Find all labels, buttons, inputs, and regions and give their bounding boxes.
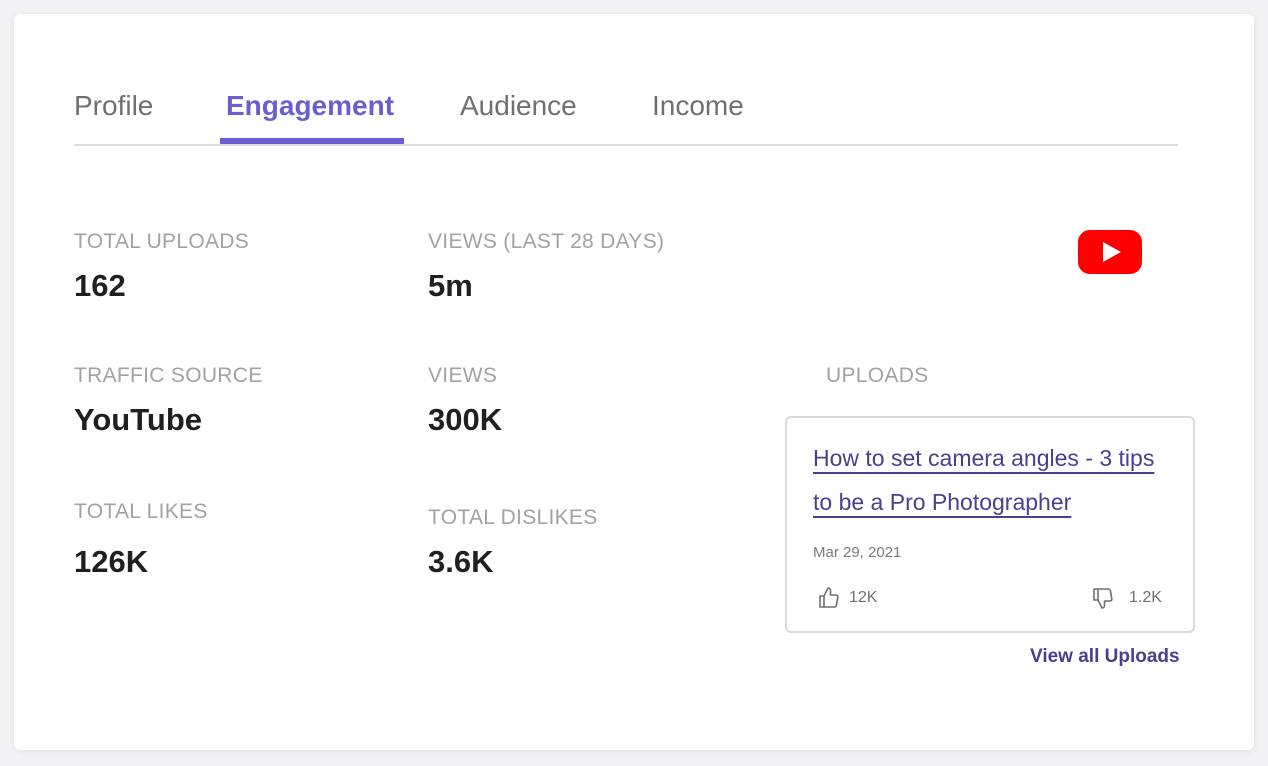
tab-audience[interactable]: Audience bbox=[460, 90, 577, 121]
traffic-source-label: TRAFFIC SOURCE bbox=[74, 364, 263, 387]
thumbs-up-icon bbox=[817, 586, 841, 610]
thumbs-down-icon bbox=[1091, 586, 1115, 610]
likes-count: 12K bbox=[849, 589, 878, 606]
upload-date: Mar 29, 2021 bbox=[813, 544, 902, 561]
total-likes-label: TOTAL LIKES bbox=[74, 500, 208, 523]
tab-profile[interactable]: Profile bbox=[74, 90, 154, 121]
tab-bar: Profile Engagement Audience Income bbox=[74, 84, 1178, 146]
youtube-logo-icon bbox=[1078, 230, 1142, 274]
views-28-days-value: 5m bbox=[428, 268, 473, 303]
upload-likes: 12K bbox=[817, 586, 877, 610]
views-value: 300K bbox=[428, 402, 503, 437]
total-likes-value: 126K bbox=[74, 544, 149, 579]
upload-item-card: How to set camera angles - 3 tips to be … bbox=[785, 416, 1195, 633]
tab-engagement[interactable]: Engagement bbox=[226, 90, 395, 121]
uploads-label: UPLOADS bbox=[826, 364, 929, 387]
engagement-card: Profile Engagement Audience Income TOTAL… bbox=[14, 14, 1254, 750]
views-28-days-label: VIEWS (LAST 28 DAYS) bbox=[428, 230, 665, 253]
total-dislikes-label: TOTAL DISLIKES bbox=[428, 506, 598, 529]
dislikes-count: 1.2K bbox=[1129, 589, 1162, 606]
total-uploads-label: TOTAL UPLOADS bbox=[74, 230, 250, 253]
traffic-source-value: YouTube bbox=[74, 402, 202, 437]
upload-title-link[interactable]: How to set camera angles - 3 tips to be … bbox=[813, 445, 1155, 515]
view-all-uploads-link[interactable]: View all Uploads bbox=[1030, 646, 1180, 667]
active-tab-indicator bbox=[220, 138, 404, 144]
views-label: VIEWS bbox=[428, 364, 498, 387]
total-dislikes-value: 3.6K bbox=[428, 544, 494, 579]
upload-dislikes: 1.2K bbox=[1091, 586, 1162, 610]
tab-income[interactable]: Income bbox=[652, 90, 744, 121]
total-uploads-value: 162 bbox=[74, 268, 126, 303]
